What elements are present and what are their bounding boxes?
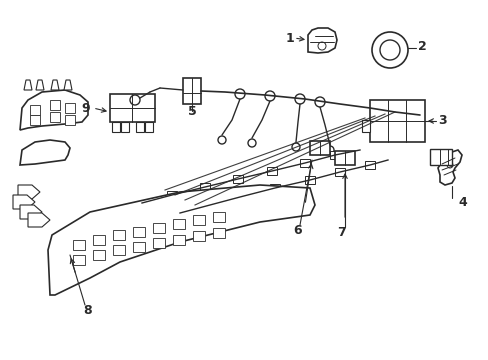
Polygon shape <box>36 80 44 90</box>
Polygon shape <box>64 80 72 90</box>
Bar <box>235 193 244 201</box>
Text: 1: 1 <box>285 32 294 45</box>
Polygon shape <box>18 185 40 199</box>
Bar <box>334 151 354 165</box>
Bar <box>309 141 329 155</box>
Bar <box>93 235 105 245</box>
Circle shape <box>264 91 274 101</box>
Bar <box>183 78 201 104</box>
Circle shape <box>371 32 407 68</box>
Circle shape <box>446 162 452 168</box>
Polygon shape <box>48 185 314 295</box>
Bar <box>30 115 40 125</box>
Polygon shape <box>28 213 50 227</box>
Text: 9: 9 <box>81 102 90 114</box>
Bar <box>112 122 120 132</box>
Circle shape <box>325 146 333 154</box>
Bar <box>266 167 276 175</box>
Bar <box>73 240 85 250</box>
Bar <box>361 120 369 132</box>
Text: 5: 5 <box>187 105 196 118</box>
Bar <box>73 255 85 265</box>
Bar <box>167 191 177 199</box>
Circle shape <box>235 89 244 99</box>
Bar <box>334 168 345 176</box>
Circle shape <box>379 40 399 60</box>
Bar <box>65 103 75 113</box>
Bar <box>232 175 243 183</box>
Circle shape <box>130 95 140 105</box>
Bar <box>213 212 224 222</box>
Bar <box>65 115 75 125</box>
Polygon shape <box>51 80 59 90</box>
Bar <box>50 100 60 110</box>
Bar <box>204 201 215 209</box>
Bar <box>133 242 145 252</box>
Bar <box>50 112 60 122</box>
Text: 6: 6 <box>293 224 302 237</box>
Polygon shape <box>13 195 35 209</box>
Bar <box>136 122 143 132</box>
Polygon shape <box>307 28 336 53</box>
Bar <box>110 94 155 122</box>
Circle shape <box>291 143 299 151</box>
Bar <box>200 183 209 191</box>
Circle shape <box>294 94 305 104</box>
Bar <box>145 122 153 132</box>
Bar <box>299 159 309 167</box>
Bar <box>113 245 125 255</box>
Text: 4: 4 <box>457 195 466 208</box>
Polygon shape <box>20 205 42 219</box>
Bar <box>364 161 374 169</box>
Text: 7: 7 <box>337 225 346 239</box>
Circle shape <box>247 139 256 147</box>
Bar <box>193 231 204 241</box>
Bar <box>30 105 40 115</box>
Bar <box>193 215 204 225</box>
Bar <box>173 219 184 229</box>
Polygon shape <box>20 140 70 165</box>
Polygon shape <box>24 80 32 90</box>
Bar <box>429 149 451 165</box>
Bar <box>213 228 224 238</box>
Bar <box>329 151 339 159</box>
Polygon shape <box>20 90 88 130</box>
Bar <box>133 227 145 237</box>
Bar <box>269 184 280 192</box>
Bar <box>113 230 125 240</box>
Text: 8: 8 <box>83 303 92 316</box>
Text: 3: 3 <box>437 113 446 126</box>
Bar <box>173 235 184 245</box>
Circle shape <box>218 136 225 144</box>
Bar <box>305 176 314 184</box>
Bar <box>369 100 424 142</box>
Bar <box>121 122 129 132</box>
Circle shape <box>314 97 325 107</box>
Bar <box>93 250 105 260</box>
Bar <box>153 238 164 248</box>
Circle shape <box>317 42 325 50</box>
Text: 2: 2 <box>417 40 426 53</box>
Polygon shape <box>437 150 461 185</box>
Bar <box>153 223 164 233</box>
